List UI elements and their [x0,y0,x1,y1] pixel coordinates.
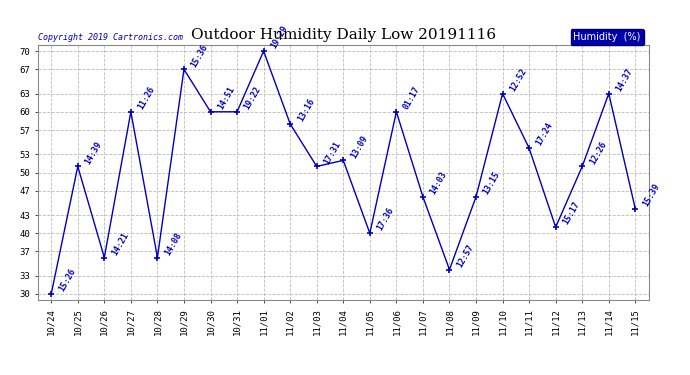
Text: 15:26: 15:26 [57,267,77,293]
Text: 14:03: 14:03 [428,170,448,196]
Text: 14:39: 14:39 [83,140,104,166]
Text: 01:17: 01:17 [402,85,422,111]
Text: 14:21: 14:21 [110,231,130,257]
Text: 17:24: 17:24 [535,121,555,147]
Text: 14:51: 14:51 [216,85,237,111]
Text: 19:29: 19:29 [269,24,290,50]
Text: 12:52: 12:52 [508,67,529,93]
Legend: Humidity  (%): Humidity (%) [571,30,644,45]
Text: 15:17: 15:17 [561,200,582,226]
Text: 15:39: 15:39 [641,182,661,208]
Text: 14:37: 14:37 [614,67,635,93]
Text: 13:15: 13:15 [482,170,502,196]
Text: Copyright 2019 Cartronics.com: Copyright 2019 Cartronics.com [38,33,183,42]
Text: 19:22: 19:22 [243,85,263,111]
Text: 13:16: 13:16 [296,97,316,123]
Text: 15:36: 15:36 [190,42,210,69]
Text: 13:09: 13:09 [349,134,369,160]
Text: 14:08: 14:08 [163,231,184,257]
Text: 12:57: 12:57 [455,243,475,269]
Text: 17:31: 17:31 [322,140,342,166]
Text: 17:36: 17:36 [375,206,395,232]
Text: 11:26: 11:26 [137,85,157,111]
Text: 12:26: 12:26 [588,140,608,166]
Title: Outdoor Humidity Daily Low 20191116: Outdoor Humidity Daily Low 20191116 [190,28,496,42]
